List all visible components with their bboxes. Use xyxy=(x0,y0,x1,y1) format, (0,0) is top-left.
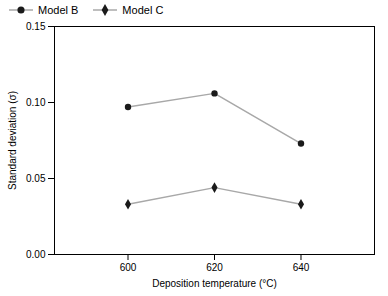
svg-text:0.15: 0.15 xyxy=(26,21,46,32)
html-text:Model B: Model B xyxy=(38,4,79,16)
svg-text:0.05: 0.05 xyxy=(26,173,46,184)
svg-text:0.00: 0.00 xyxy=(26,249,46,260)
svg-text:0.10: 0.10 xyxy=(26,97,46,108)
svg-text:Deposition temperature (°C): Deposition temperature (°C) xyxy=(152,278,277,289)
html-text:Model C: Model C xyxy=(122,4,164,16)
svg-text:Standard deviation (σ): Standard deviation (σ) xyxy=(7,91,18,190)
svg-text:640: 640 xyxy=(293,262,310,273)
svg-text:600: 600 xyxy=(120,262,137,273)
svg-text:620: 620 xyxy=(206,262,223,273)
